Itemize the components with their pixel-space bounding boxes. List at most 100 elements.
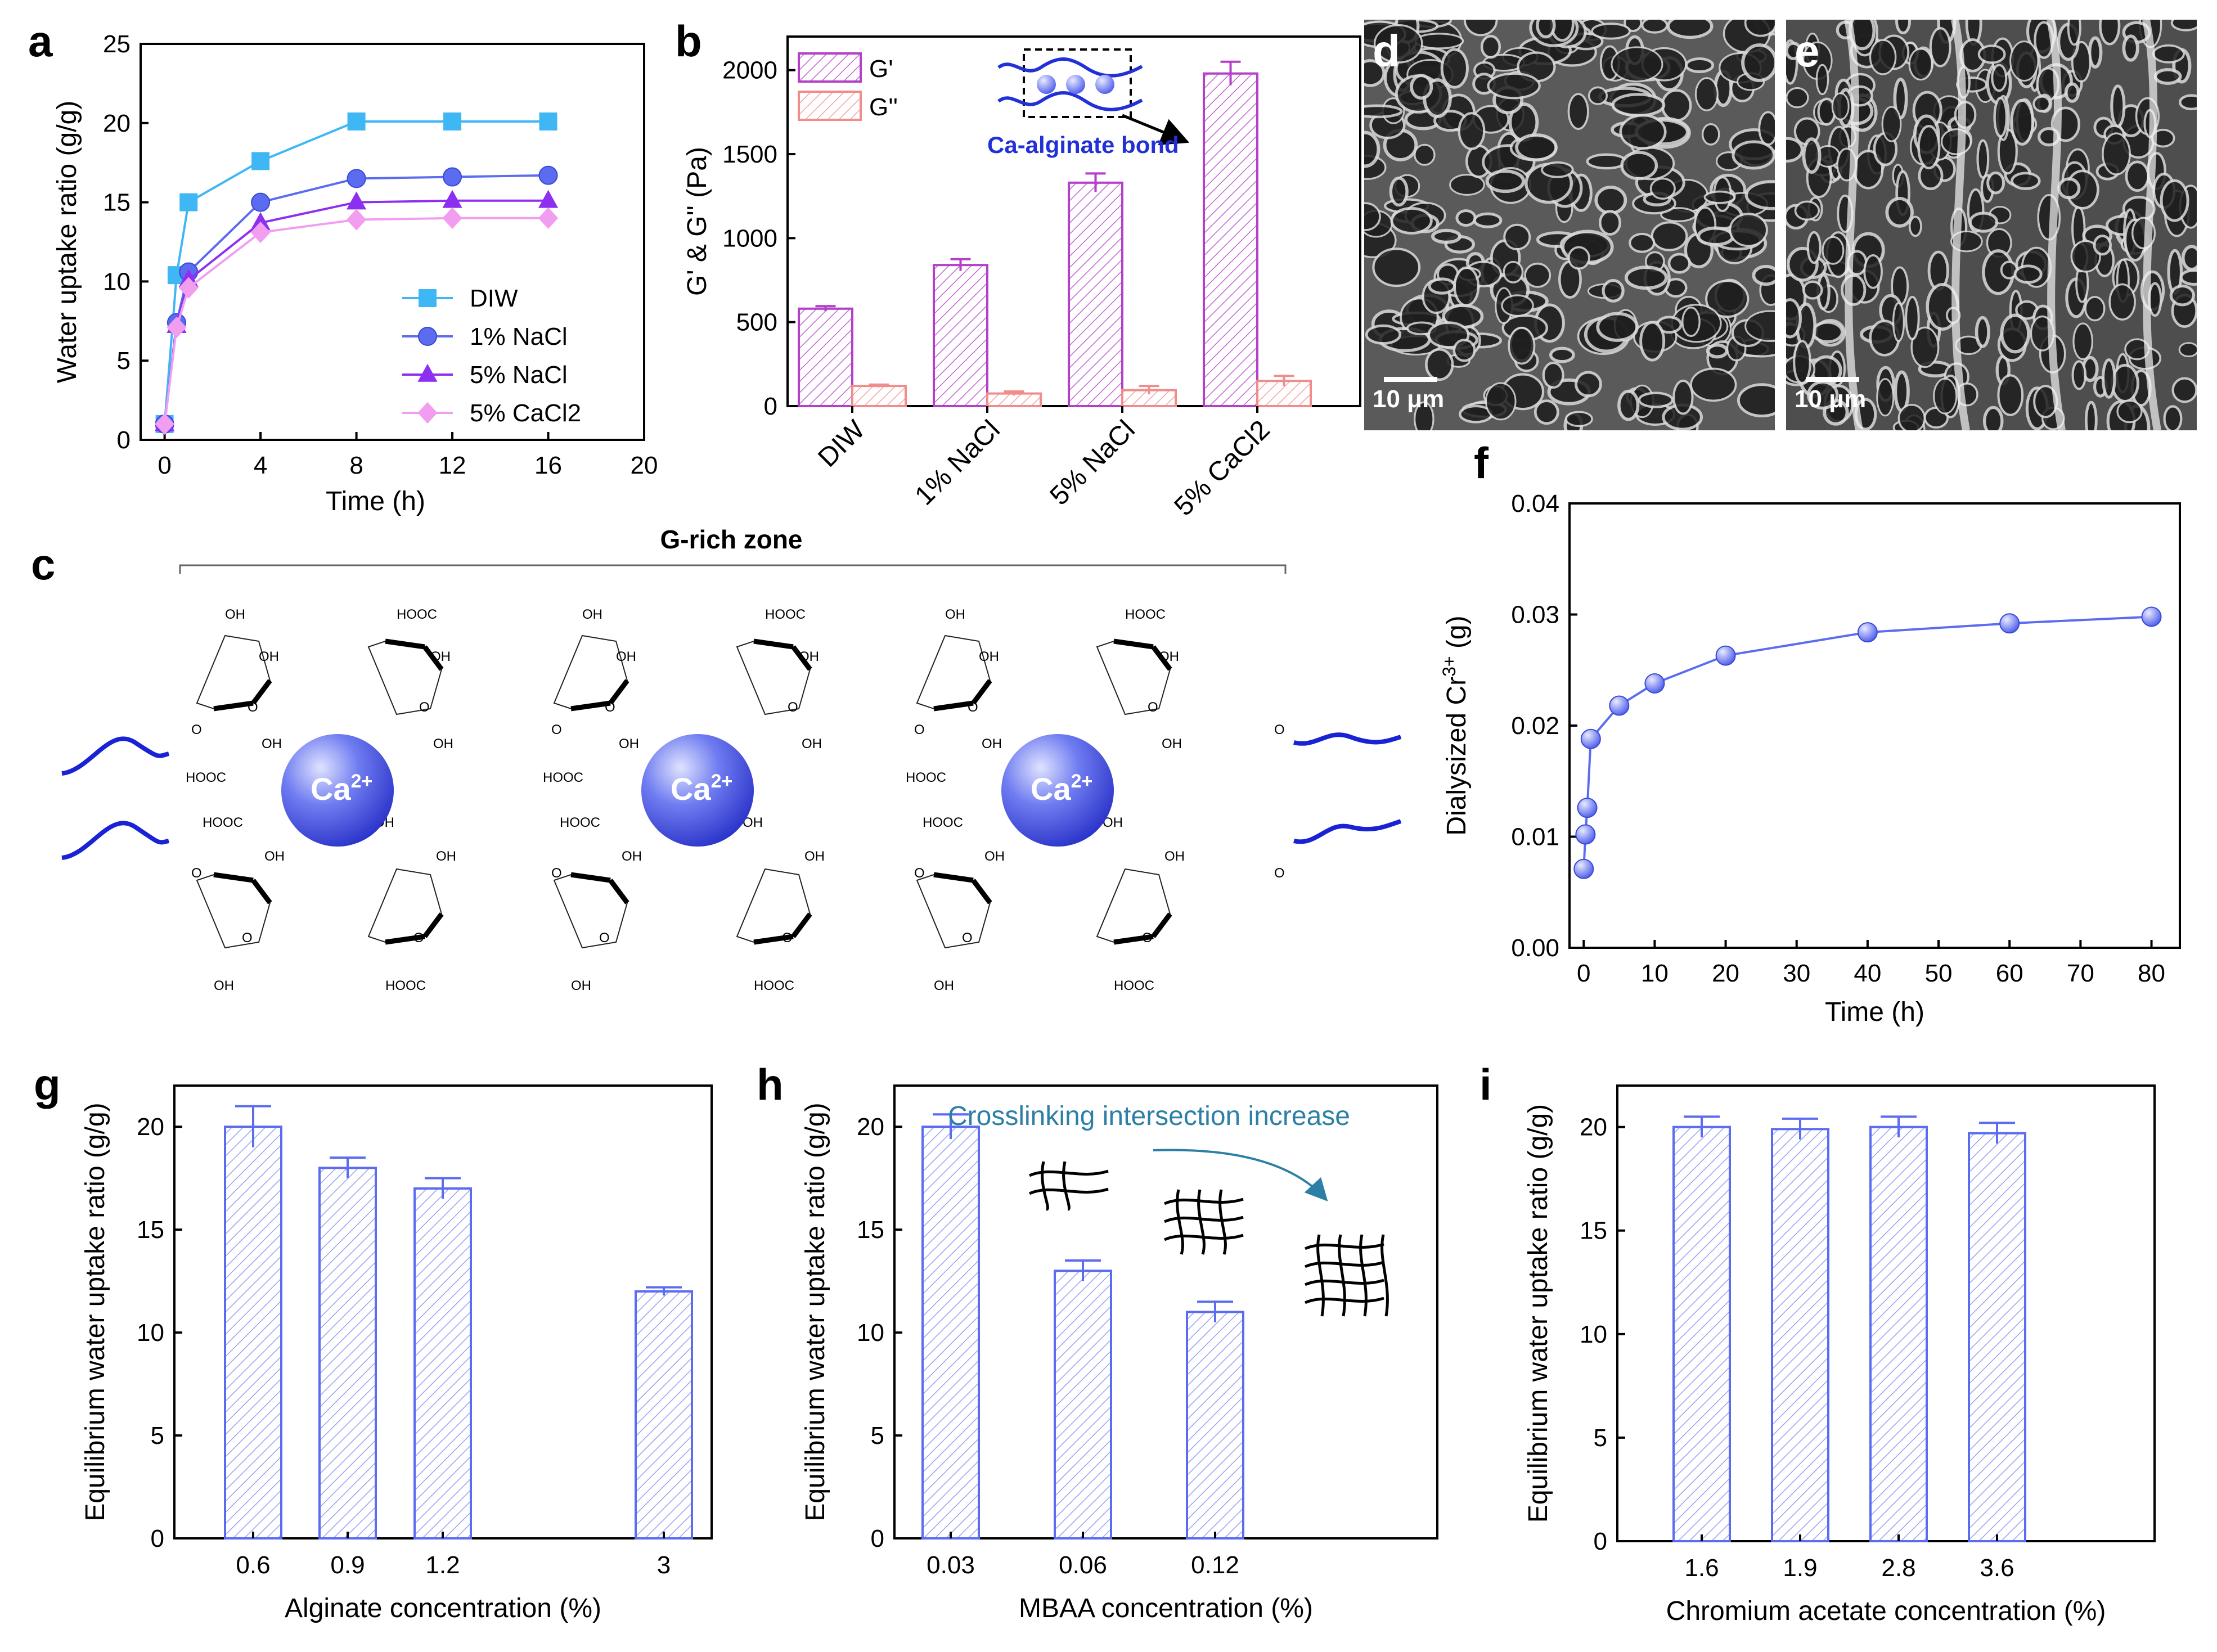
pore: [1811, 321, 1844, 344]
top-label-1: HOOC: [397, 607, 437, 622]
top-label-b-4: HOOC: [906, 770, 946, 785]
pore: [1895, 20, 1912, 35]
legend-label: 1% NaCl: [470, 323, 568, 350]
ion-charge: 2+: [351, 771, 373, 792]
top-label-5: HOOC: [1125, 607, 1166, 622]
calcium-ion-label-1: Ca2+: [671, 771, 732, 807]
bot-oh-4: OH: [984, 849, 1005, 864]
bar: [1054, 1270, 1112, 1540]
x-tick-label: 0.6: [236, 1551, 270, 1579]
pore: [1806, 231, 1822, 264]
panel-label-g: g: [34, 1060, 61, 1109]
bot-label-2: HOOC: [560, 815, 600, 830]
pore: [1414, 143, 1436, 166]
bar-G': [798, 307, 853, 407]
scale-text-d: 10 μm: [1373, 385, 1445, 413]
sem-image-d: d 10 μm: [1364, 20, 1775, 430]
series-line-3: [163, 217, 548, 425]
pore: [1929, 27, 1951, 67]
pore: [1917, 124, 1941, 170]
annotation-text: Crosslinking intersection increase: [948, 1101, 1350, 1131]
calcium-ion-0: [281, 734, 394, 847]
bar-G': [1068, 181, 1123, 407]
y-tick-label: 0.02: [1511, 712, 1559, 740]
pore: [1881, 106, 1902, 142]
y-tick-label: 0.01: [1511, 823, 1559, 851]
pore: [2169, 284, 2196, 307]
calcium-ion-2: [1001, 734, 1114, 847]
mesh-high-v: [1359, 1234, 1368, 1317]
bot-oh-1: OH: [436, 849, 456, 864]
pore: [2163, 405, 2183, 430]
pore: [1667, 253, 1691, 274]
pore: [2160, 179, 2189, 222]
marker-circle: [443, 167, 462, 187]
pore: [1565, 411, 1593, 427]
pore: [1876, 378, 1895, 417]
x-tick-label: 1% NaCl: [909, 415, 1005, 511]
marker-diamond: [250, 221, 271, 244]
pore: [1910, 326, 1940, 368]
x-tick-label: 0.12: [1191, 1551, 1239, 1579]
inset-arrow: [1122, 114, 1190, 145]
pore: [2072, 322, 2093, 361]
pore: [1786, 137, 1804, 163]
bar: [224, 1126, 282, 1540]
pore: [2170, 20, 2197, 31]
marker-square: [179, 193, 198, 211]
pore: [1567, 93, 1589, 130]
bottom-unit-4-bold-bond: [933, 872, 974, 883]
top-oh-b-3: OH: [802, 736, 822, 751]
x-tick-label: 3: [657, 1551, 671, 1579]
bot-o-5: O: [1142, 930, 1153, 946]
y-tick-label: 5: [151, 1422, 164, 1450]
bottom-unit-3-bold-bond: [753, 934, 794, 945]
x-tick-label: 2.8: [1881, 1554, 1915, 1582]
link-o-top-3: O: [1274, 722, 1285, 737]
chart-b: 0 500 1000 1500 2000 G' & G'' (Pa) DIW 1% NaCl 5…: [682, 35, 1361, 522]
y-tick-label: 0.00: [1511, 934, 1559, 962]
mesh-low-v: [1062, 1161, 1071, 1211]
link-o-top-2: O: [914, 722, 925, 737]
top-oh-0: OH: [259, 649, 279, 664]
chain-end-top-right: [1293, 732, 1402, 746]
pore: [1794, 200, 1820, 221]
bar: [1186, 1311, 1244, 1540]
pore: [1364, 59, 1386, 87]
x-tick-label: 40: [1854, 960, 1881, 987]
pore: [2102, 132, 2131, 175]
pore: [1786, 41, 1802, 60]
link-o-top-1: O: [551, 722, 562, 737]
ion-symbol: Ca: [671, 771, 711, 807]
ridge: [1844, 20, 1863, 430]
y-tick-label: 15: [857, 1216, 884, 1244]
x-tick-label: 20: [631, 452, 658, 479]
ion-charge: 2+: [1071, 771, 1093, 792]
sem-texture-e: [1786, 20, 2197, 430]
x-tick-label: 8: [349, 452, 363, 479]
data-point: [1577, 798, 1598, 818]
pore: [1588, 86, 1608, 105]
pore: [1869, 39, 1897, 75]
pore: [1651, 221, 1688, 251]
x-tick-label: 5% NaCl: [1044, 415, 1140, 511]
pore: [1741, 43, 1775, 82]
pore: [1977, 44, 2006, 64]
marker-circle: [538, 165, 558, 185]
data-point: [1644, 673, 1665, 694]
pore: [1473, 212, 1503, 228]
pore: [1620, 151, 1658, 181]
bottom-unit-0-bold-bond: [251, 879, 272, 904]
pore: [1611, 46, 1663, 83]
pore: [1641, 20, 1669, 34]
data-point: [1575, 824, 1596, 845]
top-label-2: OH: [582, 607, 602, 622]
pore: [1372, 247, 1421, 287]
x-tick-label: 3.6: [1980, 1554, 2014, 1582]
pore: [2084, 296, 2106, 322]
pore: [1428, 277, 1456, 295]
x-tick-label: 5% CaCl2: [1169, 415, 1276, 521]
top-unit-5-bold-bond: [1151, 645, 1172, 671]
ridge: [2142, 20, 2161, 430]
marker-square: [251, 152, 270, 170]
